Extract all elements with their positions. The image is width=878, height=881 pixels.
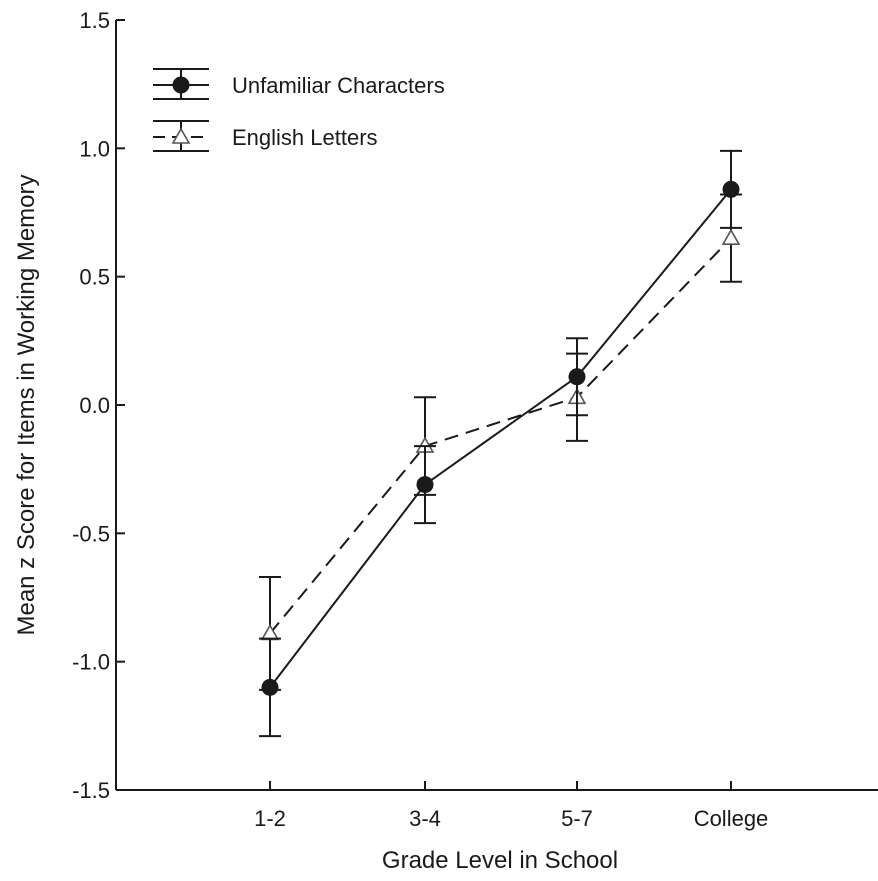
y-tick-label: 0.0 (79, 393, 110, 418)
y-tick-label: 1.5 (79, 8, 110, 33)
axes: -1.5 -1.0 -0.5 0.0 0.5 1.0 1.5 1-2 3-4 5-7 College (72, 8, 878, 831)
data-point-triangle (171, 127, 191, 144)
legend-label: English Letters (232, 125, 378, 150)
legend: Unfamiliar Characters English Letters (153, 68, 445, 152)
y-tick-label: 1.0 (79, 136, 110, 161)
x-tick-label: 1-2 (254, 806, 286, 831)
y-tick-label: -1.0 (72, 650, 110, 675)
series-unfamiliar-characters (259, 149, 742, 738)
data-point-circle (261, 678, 279, 696)
legend-item: English Letters (153, 120, 378, 152)
data-point-circle (722, 180, 740, 198)
x-tick-label: 3-4 (409, 806, 441, 831)
series-english-letters (259, 193, 742, 691)
data-point-circle (568, 368, 586, 386)
legend-label: Unfamiliar Characters (232, 73, 445, 98)
y-tick-label: -1.5 (72, 778, 110, 803)
y-axis-title: Mean z Score for Items in Working Memory (13, 174, 40, 635)
x-tick-label: 5-7 (561, 806, 593, 831)
y-tick-label: -0.5 (72, 521, 110, 546)
series-line (269, 188, 732, 688)
data-point-triangle (721, 228, 741, 245)
series-layer (259, 149, 742, 738)
data-point-circle (416, 476, 434, 494)
legend-item: Unfamiliar Characters (153, 68, 445, 100)
x-axis-title: Grade Level in School (382, 847, 618, 874)
series-line (269, 237, 732, 635)
y-tick-label: 0.5 (79, 265, 110, 290)
data-point-circle (172, 76, 190, 94)
x-tick-label: College (694, 806, 769, 831)
